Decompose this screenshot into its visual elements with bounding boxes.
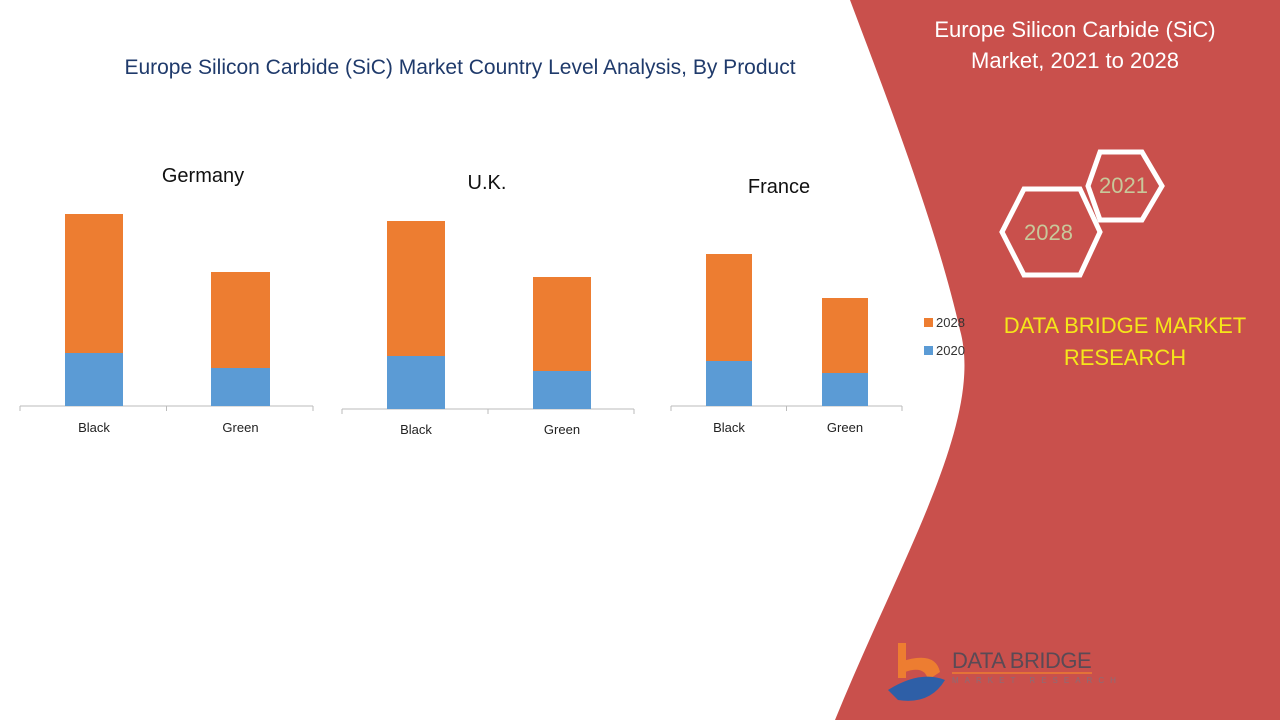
chart-title: France <box>748 176 810 198</box>
x-tick-label: Green <box>544 422 580 437</box>
legend-item-2028: 2028 <box>924 315 965 330</box>
bar-2020-black <box>387 356 445 409</box>
x-tick-label: Black <box>78 420 110 435</box>
legend-label: 2020 <box>936 343 965 358</box>
bar-2020-black <box>706 361 752 406</box>
bar-2028-black <box>65 214 123 353</box>
logo-text: DATA BRIDGE <box>952 648 1092 673</box>
chart-title: Germany <box>162 165 244 187</box>
bar-2020-green <box>211 368 270 406</box>
x-tick-label: Green <box>827 420 863 435</box>
logo-subtext: MARKET RESEARCH <box>952 676 1122 685</box>
page-title: Europe Silicon Carbide (SiC) Market Coun… <box>124 56 796 79</box>
side-title-line2: Market, 2021 to 2028 <box>971 48 1179 73</box>
x-tick-label: Green <box>222 420 258 435</box>
bar-2020-black <box>65 353 123 406</box>
hexagon-2021 <box>1085 149 1165 223</box>
side-title-line1: Europe Silicon Carbide (SiC) <box>934 17 1216 42</box>
hex-label-2021: 2021 <box>1099 173 1148 198</box>
side-title: Europe Silicon Carbide (SiC) Market, 202… <box>900 14 1250 76</box>
brand-line1: DATA BRIDGE MARKET <box>1003 313 1247 338</box>
legend-swatch <box>924 318 933 327</box>
legend-swatch <box>924 346 933 355</box>
brand-line2: RESEARCH <box>1063 345 1187 370</box>
hexagon-2028 <box>999 186 1103 278</box>
bar-2020-green <box>822 373 868 406</box>
x-tick-label: Black <box>713 420 745 435</box>
bar-2028-green <box>211 272 270 368</box>
red-side-panel <box>835 0 1280 720</box>
logo-icon <box>888 643 1092 701</box>
x-tick-label: Black <box>400 422 432 437</box>
bar-2028-green <box>533 277 591 371</box>
bar-2028-black <box>387 221 445 356</box>
bar-2020-green <box>533 371 591 409</box>
legend-label: 2028 <box>936 315 965 330</box>
chart-title: U.K. <box>468 172 507 194</box>
brand-text: DATA BRIDGE MARKET RESEARCH <box>980 310 1270 374</box>
hex-label-2028: 2028 <box>1024 220 1073 245</box>
bar-2028-green <box>822 298 868 373</box>
bar-2028-black <box>706 254 752 361</box>
legend-item-2020: 2020 <box>924 343 965 358</box>
